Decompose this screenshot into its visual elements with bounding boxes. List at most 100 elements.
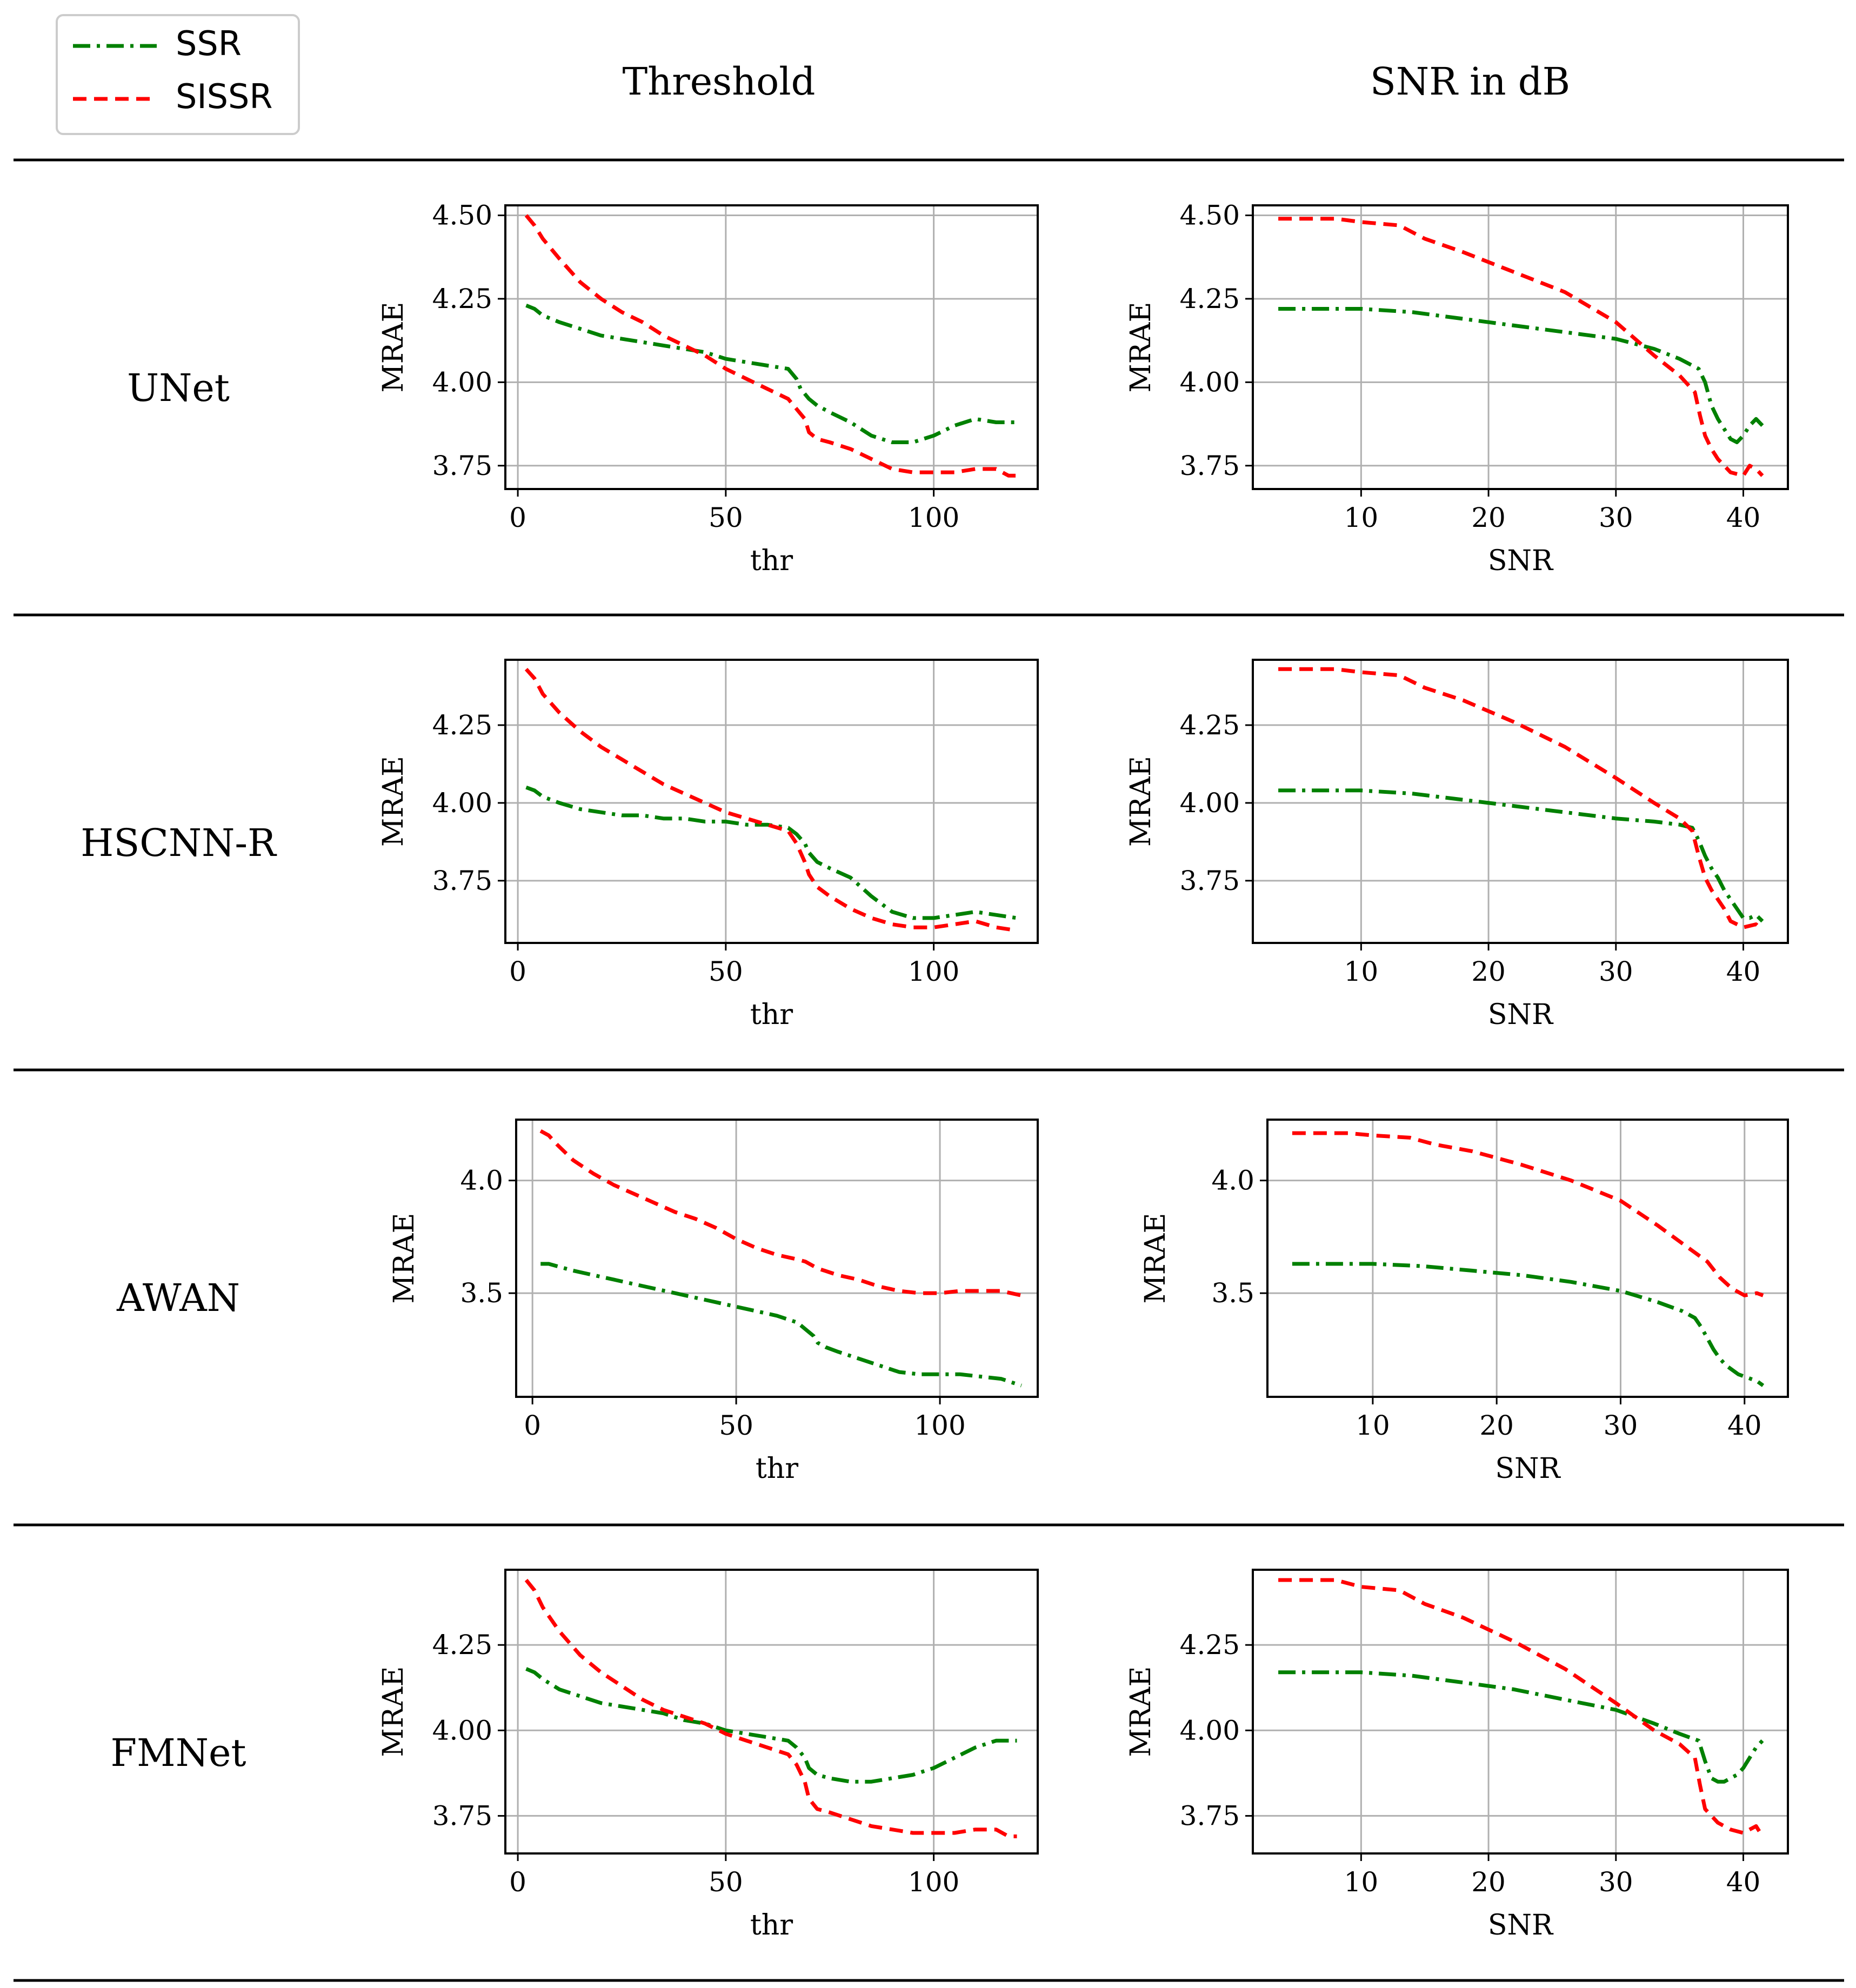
plot-frame: [504, 204, 1039, 490]
y-tick-label: 4.25: [432, 1629, 492, 1661]
y-tick-label: 4.25: [1180, 283, 1240, 314]
legend-label-ssr: SSR: [176, 24, 242, 63]
x-tick-label: 20: [1471, 1866, 1506, 1898]
series-group: [1278, 667, 1764, 932]
x-tick-label: 40: [1726, 502, 1761, 533]
y-tick-label: 4.00: [1180, 787, 1240, 819]
legend-entry-sissr: SISSR: [73, 77, 272, 116]
y-axis-label: MRAE: [377, 302, 410, 393]
series-line-sissr: [524, 214, 1017, 478]
x-tick-label: 100: [914, 1410, 965, 1441]
chart-hscnn-r-threshold: 0 50 100 3.75 4.00 4.25 thr MRAE: [377, 659, 1039, 1031]
chart-hscnn-r-snr: 10 20 30 40 3.75 4.00 4.25 SNR MRAE: [1125, 659, 1789, 1031]
x-tick-label: 10: [1344, 502, 1379, 533]
x-tick-label: 30: [1604, 1410, 1638, 1441]
chart-awan-threshold: 0 50 100 3.5 4.0 thr MRAE: [388, 1119, 1039, 1485]
x-tick-label: 30: [1599, 1866, 1633, 1898]
series-group: [524, 667, 1018, 933]
x-tick-label: 50: [709, 1866, 743, 1898]
plot-frame: [504, 659, 1039, 944]
chart-awan-snr: 10 20 30 40 3.5 4.0 SNR MRAE: [1139, 1119, 1789, 1485]
x-tick-label: 20: [1471, 502, 1506, 533]
y-axis-label: MRAE: [1125, 756, 1157, 847]
table-rules: [14, 158, 1844, 1982]
y-tick-label: 3.75: [1180, 1800, 1240, 1831]
y-tick-label: 3.75: [1180, 865, 1240, 896]
y-axis-label: MRAE: [1125, 302, 1157, 393]
x-tick-label: 40: [1726, 1866, 1761, 1898]
plot-frame: [1252, 659, 1789, 944]
x-tick-label: 10: [1344, 1866, 1379, 1898]
series-line-ssr: [525, 304, 1017, 444]
chart-unet-threshold: 0 50 100 3.75 4.00 4.25 4.50 thr MRAE: [377, 200, 1039, 577]
y-axis-label: MRAE: [1125, 1666, 1157, 1757]
row-label-unet: UNet: [127, 366, 230, 410]
plot-frame: [1252, 1569, 1789, 1855]
series-line-ssr: [525, 785, 1018, 920]
legend-entry-ssr: SSR: [73, 24, 242, 63]
y-tick-label: 4.00: [432, 366, 492, 398]
x-axis-label: SNR: [1488, 999, 1554, 1031]
x-tick-label: 10: [1356, 1410, 1390, 1441]
series-line-ssr: [1278, 1670, 1764, 1784]
x-axis-label: thr: [750, 999, 793, 1031]
y-tick-label: 3.75: [432, 1800, 492, 1831]
x-axis-label: SNR: [1488, 1909, 1554, 1942]
x-tick-label: 0: [509, 502, 526, 533]
x-tick-label: 100: [908, 502, 959, 533]
series-group: [539, 1129, 1022, 1388]
y-tick-label: 4.25: [432, 709, 492, 741]
y-tick-label: 4.0: [1211, 1165, 1254, 1196]
x-tick-label: 50: [709, 502, 743, 533]
y-tick-label: 4.25: [1180, 1629, 1240, 1661]
y-tick-label: 4.50: [1180, 200, 1240, 231]
y-axis-label: MRAE: [388, 1213, 420, 1304]
x-tick-label: 30: [1599, 956, 1633, 987]
row-label-awan: AWAN: [116, 1276, 240, 1320]
series-line-ssr: [1278, 307, 1764, 444]
series-line-ssr: [540, 1262, 1022, 1388]
legend: SSR SISSR: [56, 14, 300, 135]
y-tick-label: 3.5: [1211, 1277, 1254, 1309]
x-tick-label: 50: [719, 1410, 753, 1441]
series-group: [1278, 217, 1764, 478]
x-tick-label: 0: [524, 1410, 541, 1441]
x-tick-label: 0: [509, 956, 526, 987]
x-tick-label: 50: [709, 956, 743, 987]
legend-label-sissr: SISSR: [176, 77, 272, 116]
plot-frame: [515, 1119, 1039, 1398]
x-axis-label: thr: [750, 1909, 793, 1942]
x-axis-label: thr: [750, 545, 793, 577]
x-tick-label: 20: [1471, 956, 1506, 987]
y-tick-label: 4.00: [1180, 1715, 1240, 1746]
chart-unet-snr: 10 20 30 40 3.75 4.00 4.25 4.50 SNR MRAE: [1125, 200, 1789, 577]
series-group: [1292, 1131, 1765, 1387]
series-line-ssr: [1292, 1262, 1765, 1387]
y-tick-label: 3.75: [1180, 450, 1240, 481]
series-line-sissr: [524, 667, 1018, 933]
x-tick-label: 100: [908, 956, 959, 987]
y-tick-label: 3.5: [460, 1277, 503, 1309]
chart-fmnet-snr: 10 20 30 40 3.75 4.00 4.25 SNR MRAE: [1125, 1569, 1789, 1942]
series-group: [524, 214, 1017, 478]
x-tick-label: 30: [1599, 502, 1633, 533]
y-tick-label: 4.00: [432, 787, 492, 819]
x-tick-label: 100: [908, 1866, 959, 1898]
chart-fmnet-threshold: 0 50 100 3.75 4.00 4.25 thr MRAE: [377, 1569, 1039, 1942]
y-tick-label: 4.0: [460, 1165, 503, 1196]
y-tick-label: 3.75: [432, 865, 492, 896]
series-line-sissr: [1278, 667, 1764, 932]
x-tick-label: 40: [1727, 1410, 1762, 1441]
column-header-snr: SNR in dB: [1370, 59, 1570, 104]
y-tick-label: 4.50: [432, 200, 492, 231]
x-axis-label: SNR: [1495, 1452, 1561, 1485]
y-tick-label: 3.75: [432, 450, 492, 481]
x-tick-label: 40: [1726, 956, 1761, 987]
plot-frame: [1266, 1119, 1789, 1398]
x-axis-label: thr: [756, 1452, 798, 1485]
series-line-sissr: [1292, 1131, 1764, 1297]
series-line-sissr: [524, 1578, 1017, 1838]
y-tick-label: 4.00: [1180, 366, 1240, 398]
row-label-fmnet: FMNet: [110, 1731, 246, 1775]
